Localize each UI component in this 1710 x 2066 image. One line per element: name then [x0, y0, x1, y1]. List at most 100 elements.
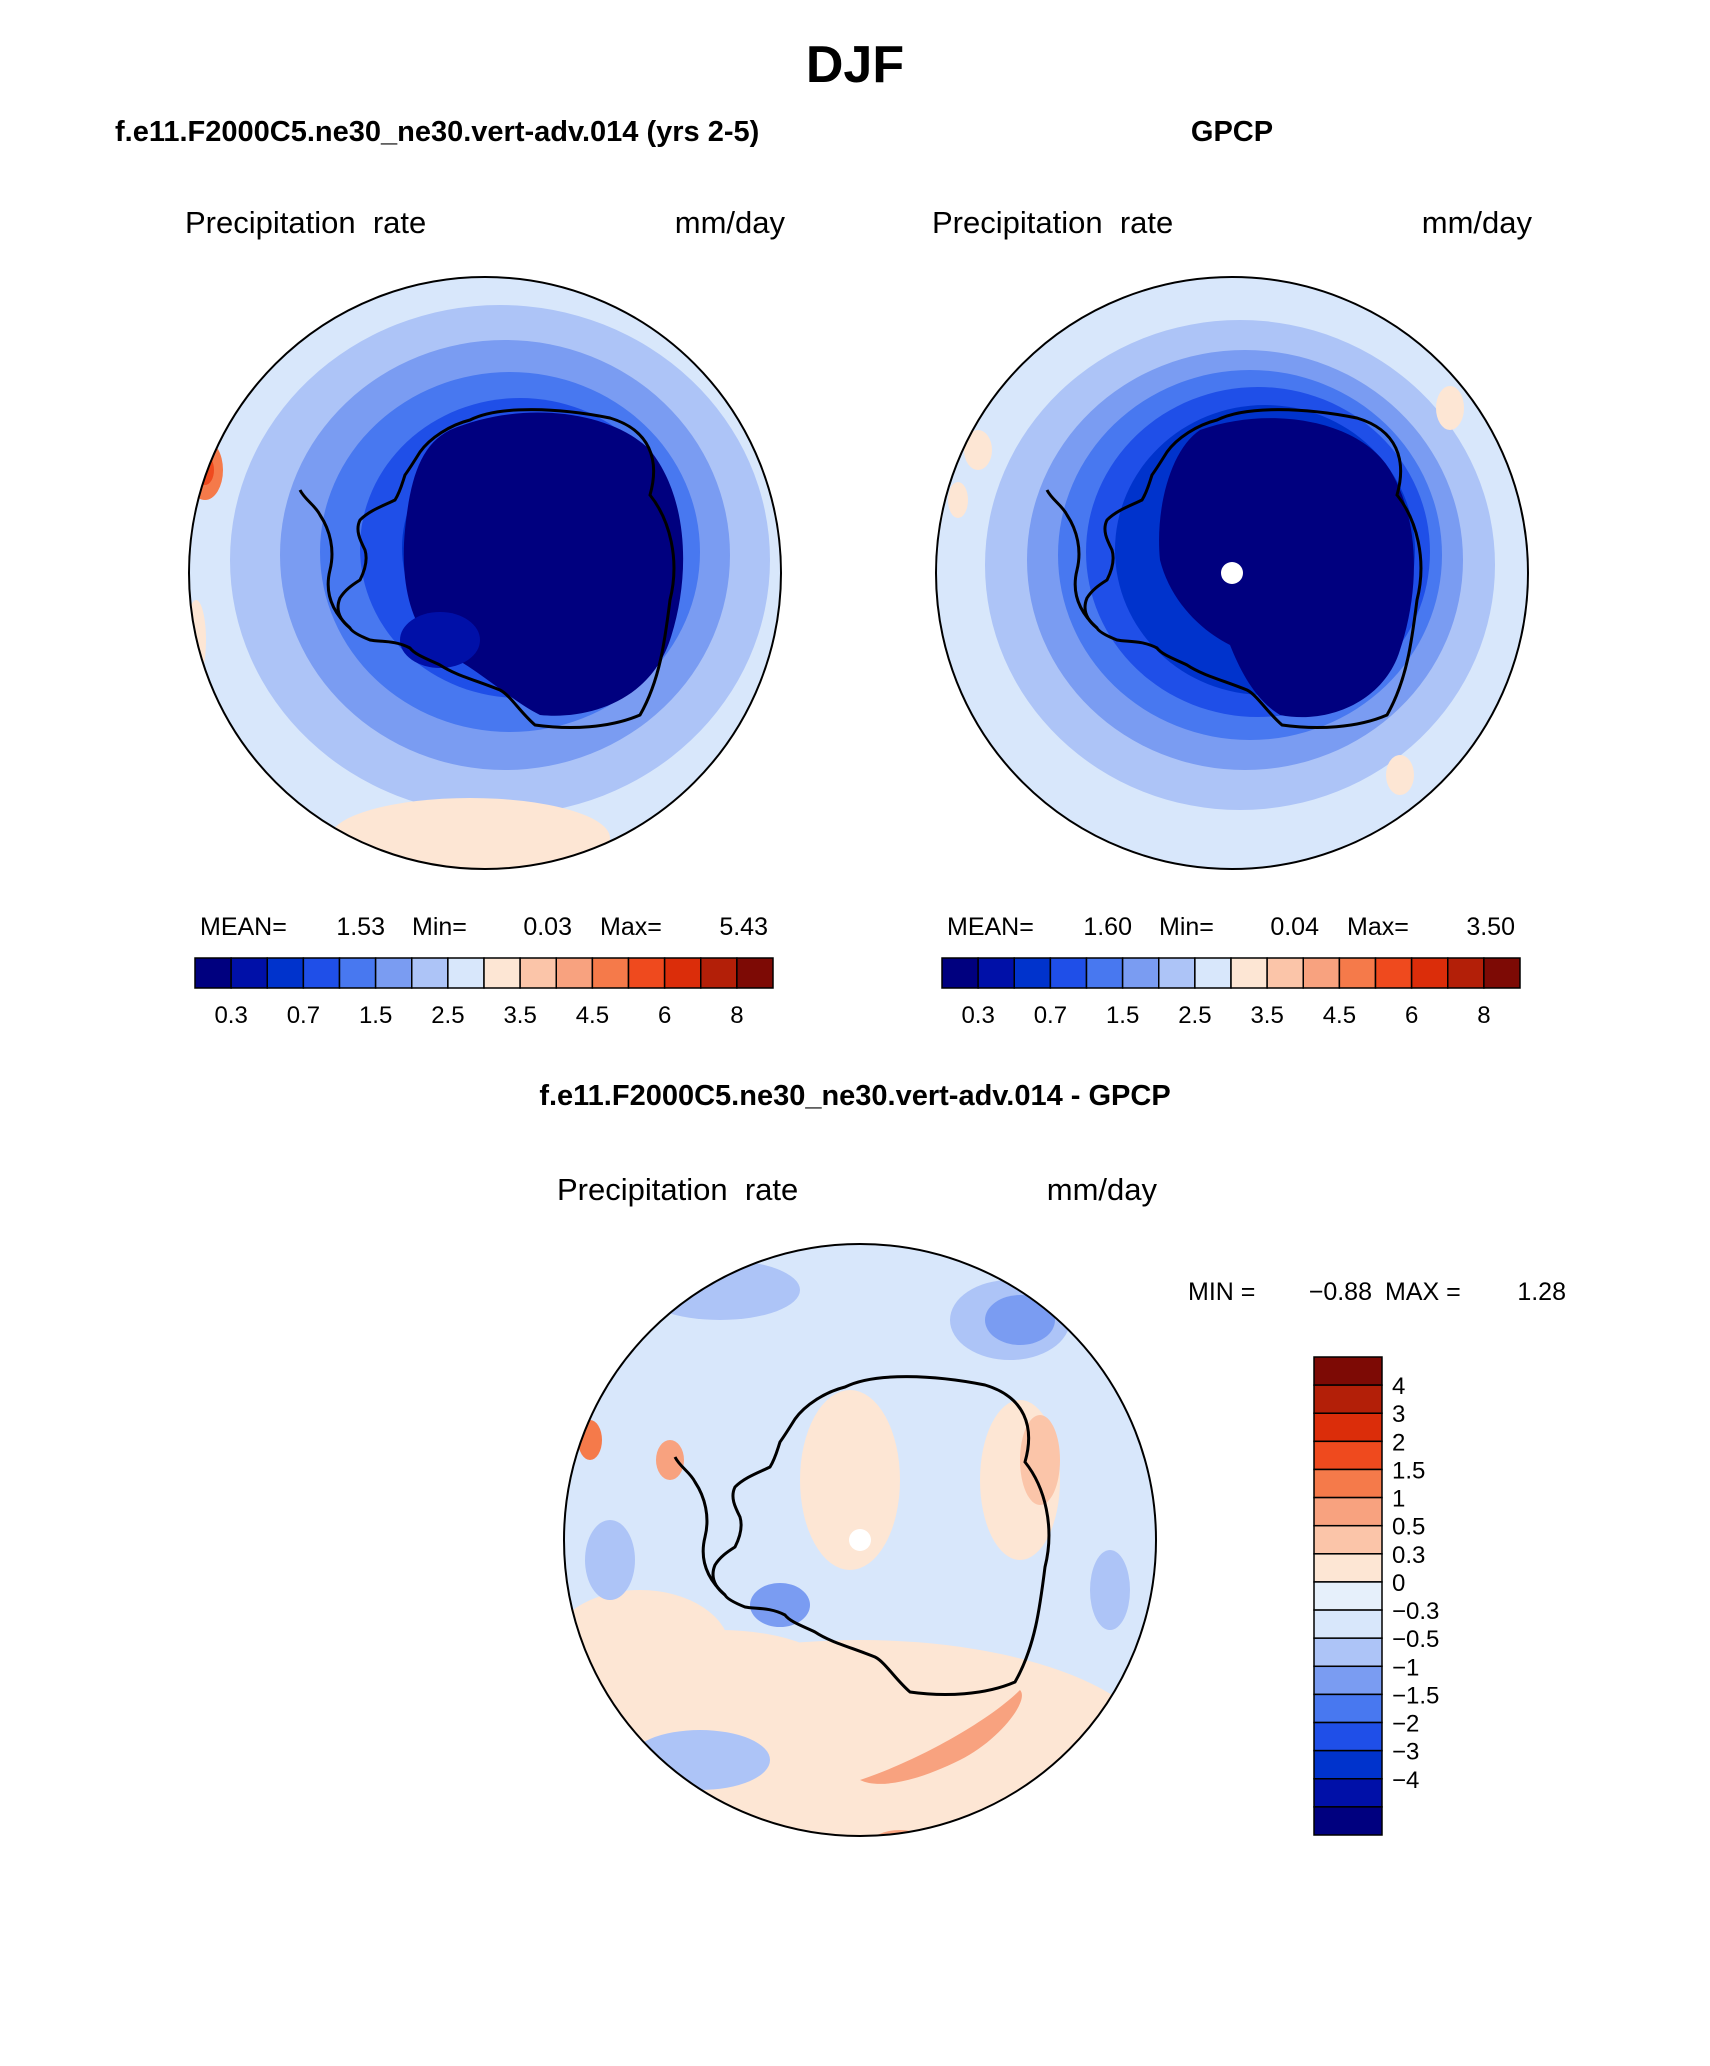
- main-title: DJF: [806, 36, 904, 94]
- colorbar-tick-label: −3: [1392, 1739, 1419, 1766]
- colorbar-swatch: [194, 957, 232, 989]
- colorbar-tick-label: 8: [1477, 1002, 1490, 1029]
- colorbar-swatch: [1313, 1581, 1383, 1611]
- colorbar-swatch: [230, 957, 268, 989]
- panel-model: f.e11.F2000C5.ne30_ne30.vert-adv.014 (yr…: [115, 116, 785, 1029]
- colorbar-swatch: [1313, 1806, 1383, 1836]
- colorbar-swatch: [266, 957, 305, 989]
- colorbar-tick-label: 6: [1405, 1002, 1418, 1029]
- panel-diff-title: f.e11.F2000C5.ne30_ne30.vert-adv.014 - G…: [539, 1080, 1170, 1112]
- colorbar-tick-label: 0: [1392, 1570, 1405, 1597]
- colorbar-swatch: [1194, 957, 1232, 989]
- colorbar-swatch: [1158, 957, 1196, 989]
- panel-obs-colorbar: 0.3 0.7 1.5 2.5 3.5 4.5 6 8: [941, 957, 1521, 1029]
- panel-model-field-label: Precipitation rate: [185, 205, 426, 240]
- colorbar-swatch: [1013, 957, 1052, 989]
- colorbar-swatch: [736, 957, 774, 989]
- max-label: Max=: [600, 913, 662, 941]
- colorbar-tick-label: 2.5: [431, 1002, 464, 1029]
- colorbar-tick-label: 3: [1392, 1401, 1405, 1428]
- colorbar-swatch: [1410, 957, 1449, 989]
- max-value: 3.50: [1466, 913, 1515, 941]
- colorbar-swatch: [941, 957, 979, 989]
- colorbar-swatch: [1302, 957, 1341, 989]
- panel-model-stats: MEAN= 1.53 Min= 0.03 Max= 5.43: [200, 913, 768, 941]
- diff-max-value: 1.28: [1517, 1278, 1566, 1306]
- colorbar-tick-label: 1.5: [1106, 1002, 1139, 1029]
- max-value: 5.43: [719, 913, 768, 941]
- colorbar-tick-label: 3.5: [1250, 1002, 1283, 1029]
- colorbar-tick-label: 0.7: [287, 1002, 320, 1029]
- colorbar-swatch: [519, 957, 557, 989]
- colorbar-swatch: [374, 957, 413, 989]
- panel-diff-field-label: Precipitation rate: [557, 1172, 798, 1207]
- panel-diff-units: mm/day: [1047, 1172, 1158, 1207]
- colorbar-tick-label: 4.5: [576, 1002, 609, 1029]
- colorbar-swatch: [1313, 1524, 1383, 1555]
- mean-value: 1.53: [336, 913, 385, 941]
- colorbar-swatch: [1447, 957, 1485, 989]
- colorbar-swatch: [627, 957, 666, 989]
- colorbar-tick-label: 4.5: [1323, 1002, 1356, 1029]
- colorbar-tick-label: 1: [1392, 1486, 1405, 1513]
- colorbar-tick-label: 0.5: [1392, 1514, 1425, 1541]
- pole-hole-marker: [1221, 562, 1243, 584]
- colorbar-swatch: [555, 957, 594, 989]
- colorbar-swatch: [1230, 957, 1268, 989]
- colorbar-tick-label: −4: [1392, 1767, 1419, 1794]
- min-label: Min=: [412, 913, 467, 941]
- panel-obs-stats: MEAN= 1.60 Min= 0.04 Max= 3.50: [947, 913, 1515, 941]
- colorbar-swatch: [700, 957, 738, 989]
- min-label: Min=: [1159, 913, 1214, 941]
- panel-model-colorbar: 0.3 0.7 1.5 2.5 3.5 4.5 6 8: [194, 957, 774, 1029]
- colorbar-tick-label: 8: [730, 1002, 743, 1029]
- colorbar-tick-label: −1.5: [1392, 1682, 1439, 1709]
- colorbar-swatch: [591, 957, 630, 989]
- colorbar-swatch: [1313, 1778, 1383, 1808]
- colorbar-tick-label: 0.3: [1392, 1542, 1425, 1569]
- colorbar-swatch: [1483, 957, 1521, 989]
- colorbar-tick-label: 0.7: [1034, 1002, 1067, 1029]
- min-value: 0.04: [1270, 913, 1319, 941]
- colorbar-swatch: [1313, 1468, 1383, 1499]
- colorbar-tick-label: 0.3: [961, 1002, 994, 1029]
- panel-diff: f.e11.F2000C5.ne30_ne30.vert-adv.014 - G…: [539, 1080, 1566, 1837]
- colorbar-swatch: [977, 957, 1015, 989]
- colorbar-tick-label: −0.5: [1392, 1626, 1439, 1653]
- diff-min-label: MIN =: [1188, 1278, 1255, 1306]
- colorbar-swatch: [1338, 957, 1377, 989]
- panel-diff-stats: MIN = −0.88 MAX = 1.28: [1188, 1278, 1566, 1306]
- panel-obs-field-label: Precipitation rate: [932, 205, 1173, 240]
- max-label: Max=: [1347, 913, 1409, 941]
- colorbar-swatch: [1313, 1665, 1383, 1696]
- min-value: 0.03: [523, 913, 572, 941]
- colorbar-swatch: [1313, 1412, 1383, 1443]
- panel-obs-units: mm/day: [1422, 205, 1533, 240]
- mean-label: MEAN=: [200, 913, 287, 941]
- colorbar-tick-label: −2: [1392, 1711, 1419, 1738]
- colorbar-swatch: [1313, 1384, 1383, 1414]
- colorbar-swatch: [338, 957, 377, 989]
- colorbar-swatch: [483, 957, 521, 989]
- colorbar-swatch: [1266, 957, 1304, 989]
- diff-min-value: −0.88: [1309, 1278, 1372, 1306]
- colorbar-tick-label: 1.5: [359, 1002, 392, 1029]
- mean-value: 1.60: [1083, 913, 1132, 941]
- colorbar-swatch: [1085, 957, 1124, 989]
- panel-model-title: f.e11.F2000C5.ne30_ne30.vert-adv.014 (yr…: [115, 116, 759, 148]
- colorbar-swatch: [663, 957, 702, 989]
- colorbar-tick-label: 6: [658, 1002, 671, 1029]
- colorbar-swatch: [1313, 1749, 1383, 1780]
- colorbar-swatch: [1313, 1496, 1383, 1527]
- colorbar-swatch: [1313, 1721, 1383, 1752]
- colorbar-swatch: [302, 957, 341, 989]
- colorbar-tick-label: 2.5: [1178, 1002, 1211, 1029]
- colorbar-swatch: [1313, 1553, 1383, 1583]
- colorbar-tick-label: 3.5: [503, 1002, 536, 1029]
- colorbar-tick-label: −0.3: [1392, 1598, 1439, 1625]
- colorbar-swatch: [1313, 1693, 1383, 1724]
- colorbar-tick-label: 4: [1392, 1373, 1405, 1400]
